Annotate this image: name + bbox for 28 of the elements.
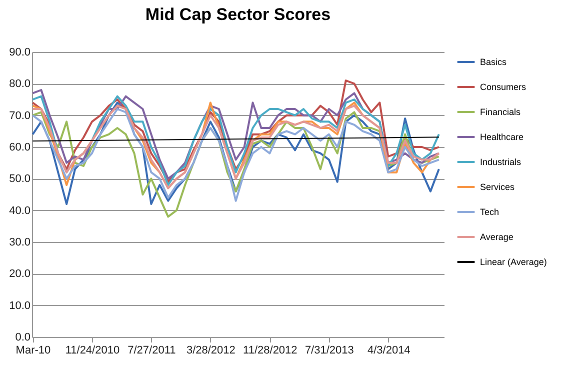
y-tick-label: 30.0 bbox=[9, 236, 30, 248]
legend-label: Services bbox=[480, 182, 516, 192]
x-tick-label: 11/24/2010 bbox=[65, 344, 120, 356]
y-tick-label: 10.0 bbox=[9, 300, 30, 312]
y-tick-label: 0.0 bbox=[15, 332, 30, 344]
chart-title: Mid Cap Sector Scores bbox=[145, 5, 331, 24]
legend-label: Healthcare bbox=[480, 132, 524, 142]
x-tick-label: Mar-10 bbox=[16, 344, 51, 356]
y-tick-label: 50.0 bbox=[9, 173, 30, 186]
legend-label: Linear (Average) bbox=[480, 257, 547, 267]
legend-label: Consumers bbox=[480, 82, 527, 92]
legend-label: Tech bbox=[480, 207, 500, 217]
x-tick-label: 11/28/2012 bbox=[243, 344, 298, 356]
line-series bbox=[32, 111, 440, 218]
legend-label: Basics bbox=[480, 57, 508, 67]
x-tick-label: 7/31/2013 bbox=[304, 344, 354, 356]
x-tick-label: 7/27/2011 bbox=[128, 344, 176, 356]
legend-label: Financials bbox=[480, 107, 522, 117]
x-tick-label: 3/28/2012 bbox=[186, 344, 236, 356]
y-tick-label: 20.0 bbox=[9, 268, 30, 280]
legend-label: Industrials bbox=[480, 157, 522, 167]
y-tick-label: 80.0 bbox=[9, 78, 30, 90]
y-tick-label: 40.0 bbox=[9, 204, 30, 217]
y-tick-label: 90.0 bbox=[9, 46, 30, 58]
legend-label: Average bbox=[480, 232, 514, 242]
x-tick-label: 4/3/2014 bbox=[367, 344, 410, 356]
y-tick-label: 60.0 bbox=[9, 142, 30, 154]
y-tick-label: 70.0 bbox=[9, 110, 30, 122]
